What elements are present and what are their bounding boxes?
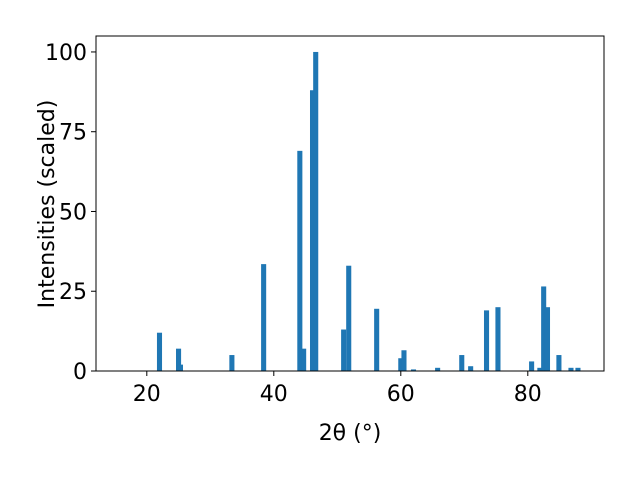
bar xyxy=(529,361,535,371)
y-tick-label: 25 xyxy=(59,280,87,305)
bar xyxy=(301,348,307,371)
bar xyxy=(556,355,562,371)
bar xyxy=(537,367,543,371)
bar xyxy=(568,367,574,371)
bar xyxy=(435,367,441,371)
x-tick-label: 40 xyxy=(260,382,288,407)
bar xyxy=(176,348,182,371)
y-tick-label: 0 xyxy=(73,360,87,385)
y-axis-label: Intensities (scaled) xyxy=(35,100,60,309)
bar xyxy=(398,358,404,371)
bar xyxy=(313,51,319,371)
bar xyxy=(483,310,490,371)
bar xyxy=(229,355,235,371)
bar xyxy=(297,150,303,371)
x-tick-label: 80 xyxy=(514,382,542,407)
bar xyxy=(544,307,551,371)
plot-frame xyxy=(95,35,605,372)
x-axis-label: 2θ (°) xyxy=(319,421,382,446)
bar xyxy=(374,308,380,371)
bar xyxy=(410,369,417,371)
bar xyxy=(156,332,163,371)
bar xyxy=(261,264,267,371)
y-tick-label: 75 xyxy=(59,121,87,146)
bar xyxy=(341,329,347,371)
x-tick-label: 60 xyxy=(387,382,415,407)
bar xyxy=(459,355,465,371)
bar xyxy=(177,364,183,371)
bar xyxy=(401,350,407,371)
bar xyxy=(346,265,352,371)
bar xyxy=(541,286,547,371)
bar xyxy=(309,90,316,371)
bar xyxy=(468,366,474,371)
bar xyxy=(495,307,501,371)
y-tick-label: 100 xyxy=(45,41,87,66)
y-tick-label: 50 xyxy=(59,200,87,225)
x-tick-label: 20 xyxy=(133,382,161,407)
bar xyxy=(575,367,581,371)
